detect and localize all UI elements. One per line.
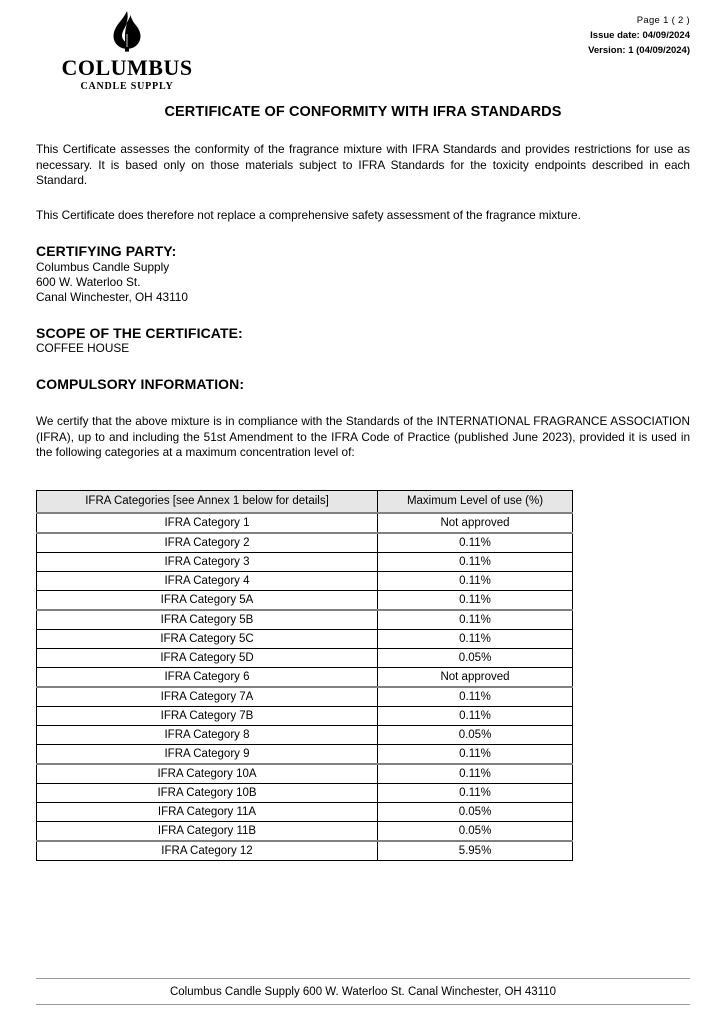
table-body: IFRA Category 1 Not approved IFRA Category… (36, 512, 573, 861)
footer-text: Columbus Candle Supply 600 W. Waterloo S… (169, 986, 557, 998)
compulsory-information-paragraph: We certify that the above mixture is in … (36, 414, 690, 459)
logo-tagline: CANDLE SUPPLY (80, 81, 174, 92)
cell-max-level: 0.11% (377, 628, 573, 649)
cell-category: IFRA Category 6 (36, 666, 378, 688)
disclaimer-paragraph: This Certificate does therefore not repl… (36, 207, 581, 222)
table-row: IFRA Category 12 5.95% (36, 840, 573, 861)
version: Version: 1 (04/09/2024) (588, 45, 690, 56)
table-row: IFRA Category 11B 0.05% (36, 820, 573, 842)
cell-category: IFRA Category 8 (36, 724, 378, 745)
cell-max-level: 0.05% (377, 647, 573, 668)
table-row: IFRA Category 4 0.11% (36, 570, 573, 591)
cell-category: IFRA Category 5B (36, 609, 378, 630)
cell-max-level: Not approved (377, 512, 573, 534)
intro-paragraph: This Certificate assesses the conformity… (36, 142, 690, 187)
flame-icon (52, 10, 202, 56)
table-row: IFRA Category 5D 0.05% (36, 647, 573, 668)
certifying-party-address: Columbus Candle Supply 600 W. Waterloo S… (36, 260, 690, 305)
cell-max-level: 0.11% (377, 686, 573, 707)
table-row: IFRA Category 5B 0.11% (36, 609, 573, 630)
page-footer: Columbus Candle Supply 600 W. Waterloo S… (36, 978, 690, 1005)
cell-category: IFRA Category 11A (36, 801, 378, 822)
table-row: IFRA Category 2 0.11% (36, 532, 573, 553)
page-number: Page 1 ( 2 ) (636, 15, 690, 26)
cell-category: IFRA Category 4 (36, 570, 378, 591)
cell-category: IFRA Category 7A (36, 686, 378, 707)
scope-value: COFFEE HOUSE (36, 341, 130, 355)
footer-rule-bottom (36, 1004, 690, 1005)
cell-category: IFRA Category 1 (36, 512, 378, 534)
issue-date: Issue date: 04/09/2024 (590, 30, 690, 41)
cell-max-level: 0.11% (377, 743, 573, 765)
cell-max-level: 0.11% (377, 705, 573, 726)
cell-max-level: 0.11% (377, 551, 573, 572)
table-row: IFRA Category 10A 0.11% (36, 763, 573, 784)
cell-category: IFRA Category 5D (36, 647, 378, 668)
compulsory-information-heading: COMPULSORY INFORMATION: (36, 376, 245, 392)
cell-category: IFRA Category 10B (36, 782, 378, 803)
cell-max-level: 0.11% (377, 532, 573, 553)
cell-max-level: 0.05% (377, 820, 573, 842)
table-head: IFRA Categories [see Annex 1 below for d… (36, 489, 573, 514)
certifying-party-heading: CERTIFYING PARTY: (36, 243, 177, 259)
footer-rule-top (36, 978, 690, 979)
cell-category: IFRA Category 10A (36, 763, 378, 784)
cell-category: IFRA Category 7B (36, 705, 378, 726)
column-header-max-level: Maximum Level of use (%) (377, 489, 573, 514)
cell-max-level: 0.11% (377, 763, 573, 784)
cell-max-level: Not approved (377, 666, 573, 688)
scope-heading: SCOPE OF THE CERTIFICATE: (36, 325, 243, 341)
table-row: IFRA Category 11A 0.05% (36, 801, 573, 822)
ifra-categories-table-wrapper: IFRA Categories [see Annex 1 below for d… (36, 489, 573, 861)
table-row: IFRA Category 1 Not approved (36, 512, 573, 534)
page-title: CERTIFICATE OF CONFORMITY WITH IFRA STAN… (164, 104, 562, 120)
table-row: IFRA Category 6 Not approved (36, 666, 573, 688)
cell-max-level: 0.05% (377, 801, 573, 822)
cell-category: IFRA Category 5C (36, 628, 378, 649)
company-city-state-zip: Canal Winchester, OH 43110 (36, 290, 188, 304)
table-row: IFRA Category 7A 0.11% (36, 686, 573, 707)
cell-category: IFRA Category 5A (36, 589, 378, 611)
cell-category: IFRA Category 2 (36, 532, 378, 553)
ifra-categories-table: IFRA Categories [see Annex 1 below for d… (36, 489, 573, 861)
cell-max-level: 0.11% (377, 782, 573, 803)
column-header-category: IFRA Categories [see Annex 1 below for d… (36, 489, 378, 514)
company-name: Columbus Candle Supply (36, 260, 170, 274)
cell-max-level: 0.11% (377, 589, 573, 611)
company-logo: COLUMBUS CANDLE SUPPLY (52, 10, 202, 92)
cell-category: IFRA Category 3 (36, 551, 378, 572)
table-row: IFRA Category 5C 0.11% (36, 628, 573, 649)
document-body: CERTIFICATE OF CONFORMITY WITH IFRA STAN… (0, 104, 724, 861)
table-row: IFRA Category 10B 0.11% (36, 782, 573, 803)
cell-category: IFRA Category 12 (36, 840, 378, 861)
table-row: IFRA Category 5A 0.11% (36, 589, 573, 611)
cell-max-level: 0.05% (377, 724, 573, 745)
table-row: IFRA Category 8 0.05% (36, 724, 573, 745)
table-row: IFRA Category 7B 0.11% (36, 705, 573, 726)
header-metadata: Page 1 ( 2 ) Issue date: 04/09/2024 Vers… (588, 13, 690, 58)
cell-category: IFRA Category 11B (36, 820, 378, 842)
cell-category: IFRA Category 9 (36, 743, 378, 765)
company-street: 600 W. Waterloo St. (36, 275, 141, 289)
cell-max-level: 0.11% (377, 570, 573, 591)
page-header: COLUMBUS CANDLE SUPPLY Page 1 ( 2 ) Issu… (0, 0, 724, 92)
cell-max-level: 5.95% (377, 840, 573, 861)
logo-wordmark: COLUMBUS (61, 55, 193, 80)
table-row: IFRA Category 9 0.11% (36, 743, 573, 765)
table-row: IFRA Category 3 0.11% (36, 551, 573, 572)
table-header-row: IFRA Categories [see Annex 1 below for d… (36, 489, 573, 514)
cell-max-level: 0.11% (377, 609, 573, 630)
